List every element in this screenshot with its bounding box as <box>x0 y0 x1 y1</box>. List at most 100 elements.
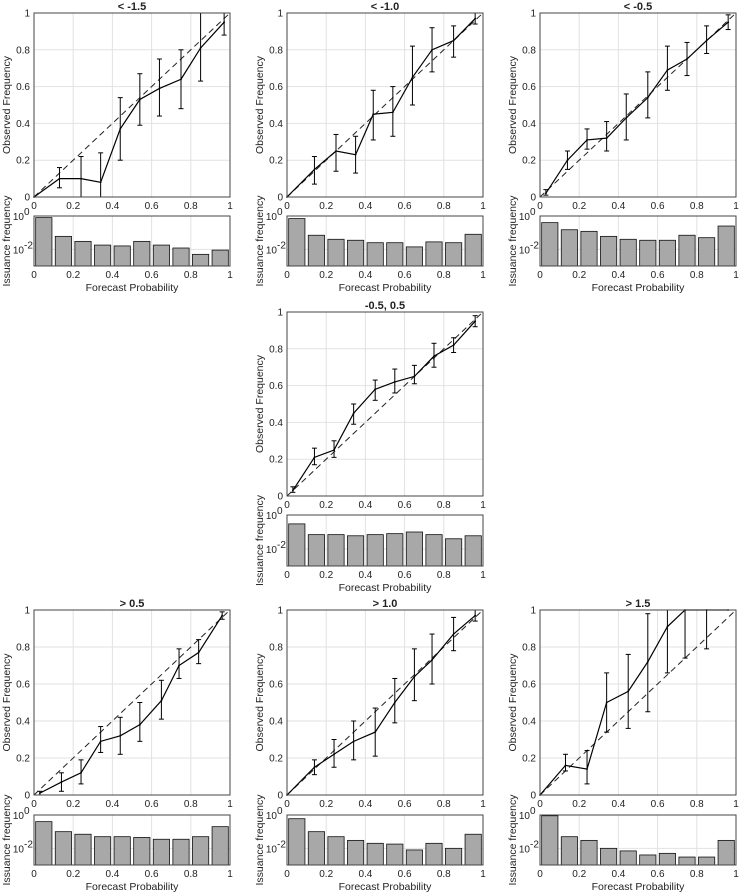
y-tick-label-exponent: 0 <box>530 806 536 817</box>
y-tick-label: 1 <box>277 308 283 319</box>
error-bar <box>604 121 610 152</box>
reliability-axes: 0 0.2 0.4 0.6 0.8 1 0 0.2 0.4 0.6 0.8 1 > 0.5 Observe… <box>1 598 233 810</box>
issuance-bar <box>658 852 676 866</box>
issuance-bar <box>327 534 345 567</box>
x-tick-label: 0.6 <box>145 869 159 880</box>
x-tick-label: 0 <box>284 799 290 810</box>
data-point <box>605 701 608 704</box>
issuance-bar <box>35 217 53 267</box>
error-bar <box>623 93 629 141</box>
y-axis-label: Issuance frequency <box>1 195 13 287</box>
issuance-bar <box>74 240 92 267</box>
issuance-bar <box>288 218 306 267</box>
error-bar <box>664 45 670 91</box>
x-tick-label: 1 <box>733 201 739 212</box>
y-tick-label: 0.2 <box>269 156 283 167</box>
data-point <box>705 39 708 42</box>
x-tick-label: 0.6 <box>651 201 665 212</box>
issuance-bar <box>600 847 618 866</box>
issuance-bar <box>172 247 190 267</box>
issuance-bar <box>366 242 384 267</box>
error-bar <box>562 753 568 772</box>
x-tick-label: 0.4 <box>611 869 625 880</box>
x-tick-label: 0.6 <box>398 869 412 880</box>
issuance-axes-frame <box>539 215 737 267</box>
x-tick-label: 0.8 <box>690 869 704 880</box>
error-bar <box>56 167 62 189</box>
y-axis-label: Observed Frequency <box>254 354 266 453</box>
issuance-bar <box>307 534 325 567</box>
data-point <box>333 753 335 756</box>
error-bar <box>411 648 417 702</box>
x-axis-label: Forecast Probability <box>339 582 433 594</box>
x-tick-label: 0.2 <box>572 869 586 880</box>
data-point <box>221 614 224 617</box>
y-axis-label: Observed Frequency <box>254 653 266 752</box>
issuance-bar <box>113 245 131 267</box>
x-tick-label: 0.2 <box>319 270 333 281</box>
issuance-bar <box>560 836 578 866</box>
issuance-bar <box>327 836 345 866</box>
x-tick-label: 0 <box>537 799 543 810</box>
x-axis-label: Forecast Probability <box>592 282 686 294</box>
y-tick-label: 0 <box>24 193 30 204</box>
x-tick-label: 1 <box>480 570 486 581</box>
error-bar <box>704 609 710 650</box>
issuance-bar <box>94 836 112 866</box>
y-tick-label-exponent: -2 <box>277 540 286 551</box>
data-point <box>625 116 628 119</box>
issuance-bar <box>307 234 325 267</box>
issuance-bar <box>405 849 423 866</box>
data-point <box>431 659 433 661</box>
data-point <box>433 355 435 358</box>
y-tick-label: 0 <box>277 791 283 802</box>
data-point <box>313 456 316 459</box>
y-tick-label-exponent: 0 <box>277 207 283 218</box>
data-point <box>374 731 377 733</box>
issuance-axes-frame <box>33 814 231 866</box>
x-tick-label: 0.6 <box>398 799 412 810</box>
y-tick-label: 0.6 <box>269 82 283 93</box>
data-point <box>413 675 416 678</box>
y-axis-label: Observed Frequency <box>1 653 13 752</box>
data-point <box>474 320 477 323</box>
data-point <box>352 412 355 415</box>
x-tick-label: 0.2 <box>66 869 80 880</box>
x-tick-label: 0 <box>284 201 290 212</box>
reliability-axes-frame <box>286 609 484 796</box>
reliability-axes: 0 0.2 0.4 0.6 0.8 1 0 0.2 0.4 0.6 0.8 1 -0.5, 0.5 Obs… <box>254 300 486 511</box>
error-bar <box>431 342 437 368</box>
panel-title: > 0.5 <box>120 598 145 610</box>
x-tick-label: 0.4 <box>105 270 119 281</box>
y-tick-label-log: 10 <box>266 245 278 256</box>
issuance-bar <box>464 233 482 267</box>
error-bar <box>331 739 337 768</box>
issuance-bar <box>386 242 404 267</box>
issuance-bar <box>192 253 210 267</box>
issuance-bar <box>445 847 463 866</box>
y-tick-label: 0 <box>277 193 283 204</box>
data-point <box>474 17 477 20</box>
data-point <box>138 723 141 726</box>
panel-title: > 1.0 <box>373 598 398 610</box>
issuance-bar <box>698 237 716 267</box>
issuance-bar <box>152 244 170 267</box>
y-tick-label-exponent: -2 <box>24 240 33 251</box>
data-point <box>544 192 547 195</box>
issuance-bar <box>347 239 365 267</box>
error-bar <box>311 156 317 185</box>
error-bar <box>584 128 590 150</box>
error-bar <box>372 379 378 401</box>
x-tick-label: 0.8 <box>437 799 451 810</box>
x-tick-label: 0.6 <box>145 201 159 212</box>
x-tick-label: 0.8 <box>690 201 704 212</box>
issuance-axes-frame <box>33 215 231 267</box>
issuance-bar <box>307 831 325 866</box>
error-bar <box>409 45 415 106</box>
y-tick-label-log: 10 <box>266 844 278 855</box>
y-tick-label: 0.4 <box>522 717 536 728</box>
error-bar <box>176 648 182 679</box>
error-bar <box>392 368 398 394</box>
reliability-curve <box>539 609 729 796</box>
